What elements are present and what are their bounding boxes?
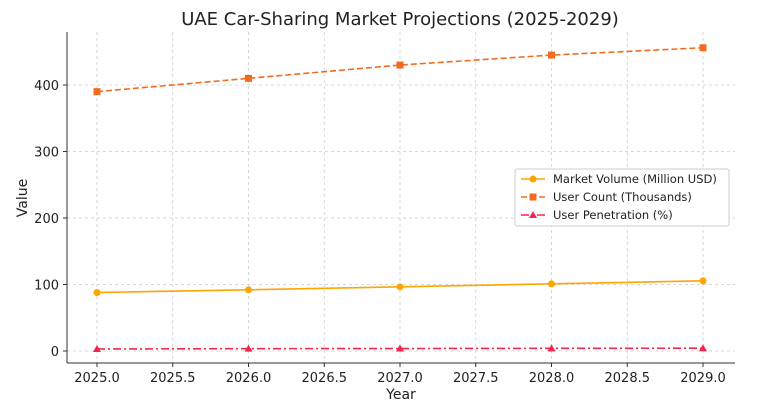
- data-point: [245, 286, 252, 294]
- x-tick-label: 2028.0: [529, 371, 575, 386]
- x-tick-label: 2029.0: [680, 371, 726, 386]
- legend-label: User Count (Thousands): [553, 190, 692, 204]
- y-tick-label: 100: [34, 279, 59, 294]
- legend: Market Volume (Million USD) User Count (T…: [514, 168, 730, 227]
- data-point: [548, 51, 555, 59]
- x-tick-label: 2027.5: [453, 371, 499, 386]
- y-axis-label: Value: [15, 179, 31, 217]
- data-point: [396, 283, 404, 291]
- data-point: [245, 74, 252, 82]
- y-tick-label: 0: [51, 345, 59, 360]
- legend-label: Market Volume (Million USD): [553, 172, 717, 186]
- data-point: [93, 345, 101, 353]
- series-user-penetration-: [93, 344, 707, 353]
- x-tick-label: 2027.0: [377, 371, 423, 386]
- y-tick-label: 300: [34, 146, 59, 161]
- axes: 2025.0 2025.5 2026.0 2026.5 2027.0 2027.5 2028…: [34, 32, 735, 386]
- legend-box: [514, 168, 730, 227]
- legend-marker: [529, 211, 537, 218]
- x-tick-label: 2026.5: [302, 371, 348, 386]
- data-point: [699, 44, 707, 52]
- data-point: [396, 61, 404, 69]
- x-tick-label: 2025.0: [74, 371, 120, 386]
- y-tick-label: 200: [34, 212, 59, 227]
- legend-marker: [529, 193, 537, 201]
- data-point: [396, 344, 404, 352]
- y-tick-label: 400: [34, 79, 59, 94]
- data-point: [93, 288, 101, 296]
- series-line: [96, 347, 704, 350]
- data-point: [699, 277, 707, 285]
- x-tick-label: 2028.5: [605, 371, 651, 386]
- legend-label: User Penetration (%): [553, 208, 673, 222]
- legend-marker: [529, 175, 537, 183]
- data-point: [548, 280, 555, 288]
- x-tick-label: 2025.5: [150, 371, 196, 386]
- series-user-count-thousands-: [93, 44, 707, 96]
- grid: [67, 32, 735, 363]
- series-group: [93, 44, 707, 353]
- series-line: [96, 46, 704, 93]
- data-point: [547, 344, 556, 352]
- data-point: [244, 344, 253, 352]
- x-tick-label: 2026.0: [226, 371, 272, 386]
- data-point: [699, 344, 707, 352]
- chart-title: UAE Car-Sharing Market Projections (2025…: [181, 9, 619, 30]
- data-point: [93, 88, 101, 96]
- series-market-volume-million-usd-: [93, 277, 707, 296]
- x-axis-label: Year: [385, 387, 416, 403]
